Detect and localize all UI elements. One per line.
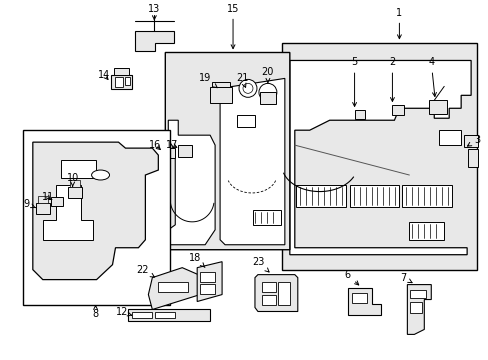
Text: 23: 23	[251, 257, 268, 272]
Bar	[409, 289, 426, 298]
Polygon shape	[220, 78, 285, 245]
Polygon shape	[347, 288, 381, 315]
Text: 4: 4	[427, 58, 435, 96]
Bar	[210, 87, 232, 103]
Bar	[260, 92, 275, 104]
Circle shape	[243, 84, 252, 93]
Bar	[110, 75, 132, 89]
Polygon shape	[42, 185, 92, 240]
Polygon shape	[254, 275, 297, 311]
Bar	[409, 302, 422, 314]
Ellipse shape	[91, 170, 109, 180]
Text: 1: 1	[396, 8, 402, 39]
Bar	[38, 196, 48, 203]
Polygon shape	[289, 60, 470, 255]
Bar	[467, 149, 477, 167]
Text: 16: 16	[149, 140, 161, 150]
Text: 14: 14	[98, 71, 110, 80]
Polygon shape	[155, 53, 289, 250]
Bar	[69, 180, 80, 187]
Bar	[212, 82, 229, 87]
Polygon shape	[168, 120, 215, 245]
Bar	[132, 312, 152, 319]
Text: 22: 22	[136, 265, 154, 277]
Bar	[392, 105, 404, 115]
Text: 13: 13	[148, 4, 160, 20]
Bar	[155, 312, 175, 319]
Bar	[351, 293, 366, 302]
Bar	[156, 205, 166, 213]
Text: 21: 21	[235, 73, 248, 87]
Bar	[428, 100, 447, 114]
Bar	[200, 272, 215, 282]
Text: 10: 10	[66, 173, 79, 186]
Bar	[295, 185, 345, 207]
Bar	[36, 203, 50, 214]
Text: 20: 20	[261, 67, 274, 83]
Polygon shape	[197, 262, 222, 302]
Text: 15: 15	[226, 4, 239, 49]
Circle shape	[239, 80, 256, 97]
Text: 5: 5	[351, 58, 357, 107]
Bar	[125, 77, 130, 85]
Bar	[67, 187, 81, 198]
Bar	[156, 225, 166, 233]
Circle shape	[259, 84, 276, 101]
Text: 12: 12	[116, 307, 131, 318]
Polygon shape	[128, 310, 210, 321]
Bar	[113, 68, 129, 75]
Bar	[178, 145, 192, 157]
Bar	[463, 135, 477, 147]
Bar	[252, 210, 280, 225]
Polygon shape	[407, 285, 430, 334]
Bar	[262, 282, 275, 292]
Polygon shape	[281, 42, 476, 270]
Text: 17: 17	[166, 140, 178, 150]
Bar	[402, 185, 451, 207]
Bar	[163, 148, 175, 158]
Bar	[51, 197, 62, 206]
Bar	[61, 160, 95, 178]
Text: 18: 18	[189, 253, 204, 267]
Text: 7: 7	[400, 273, 411, 283]
Text: 9: 9	[24, 199, 35, 209]
Polygon shape	[33, 142, 158, 280]
Bar	[277, 282, 289, 305]
Text: 6: 6	[344, 270, 358, 285]
Polygon shape	[135, 31, 174, 50]
Text: 11: 11	[41, 192, 54, 202]
Bar	[237, 115, 254, 127]
Bar	[200, 284, 215, 293]
Polygon shape	[148, 268, 205, 310]
Bar	[156, 180, 166, 188]
Text: 3: 3	[467, 135, 479, 146]
Bar	[354, 110, 364, 119]
Text: 19: 19	[199, 73, 217, 88]
Text: 8: 8	[92, 306, 99, 319]
Bar	[438, 130, 460, 145]
Bar	[349, 185, 399, 207]
Bar	[408, 222, 443, 240]
Text: 2: 2	[388, 58, 395, 102]
Bar	[262, 294, 275, 305]
Bar	[156, 158, 166, 166]
Bar	[115, 77, 123, 87]
Bar	[158, 282, 188, 292]
Bar	[23, 130, 170, 305]
